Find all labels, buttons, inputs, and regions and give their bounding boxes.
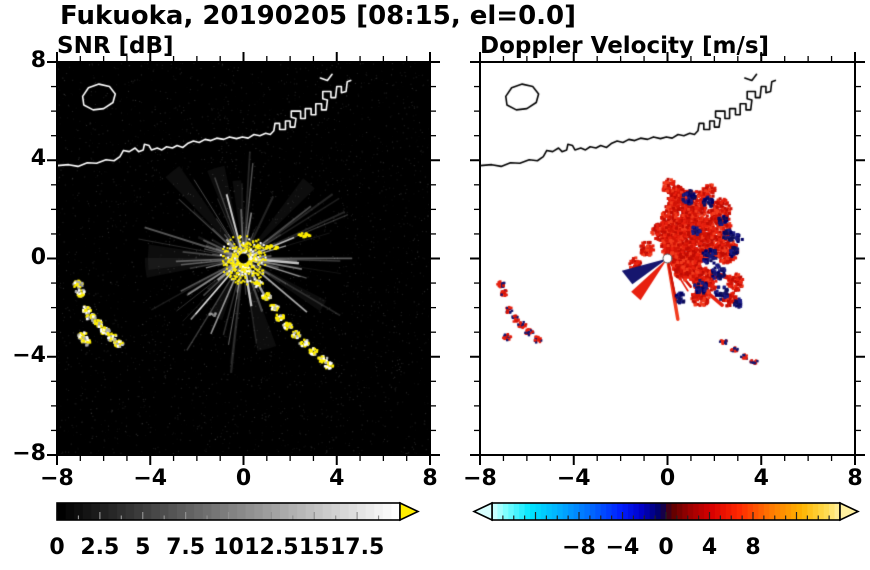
snr-colorbar-label: 12.5 (244, 535, 299, 560)
velocity-under-range-arrow (472, 501, 493, 522)
y-tick-label: −8 (12, 441, 46, 466)
velocity-colorbar-label: 0 (658, 535, 674, 560)
y-tick-label: 4 (30, 146, 46, 172)
x-tick-label-snr: 8 (422, 466, 438, 491)
snr-colorbar-label: 0 (49, 535, 65, 560)
snr-colorbar-label: 5 (135, 535, 151, 560)
velocity-colorbar-label: 8 (745, 535, 761, 560)
velocity-over-range-arrow (839, 501, 860, 522)
figure-title: Fukuoka, 20190205 [08:15, el=0.0] (60, 1, 577, 31)
panel-title-snr: SNR [dB] (57, 33, 174, 59)
x-tick-label-snr: 4 (329, 466, 345, 491)
y-tick-label: 8 (30, 48, 46, 73)
x-tick-label-snr: −8 (40, 466, 74, 491)
panel-title-velocity: Doppler Velocity [m/s] (480, 33, 770, 59)
snr-colorbar-label: 2.5 (80, 535, 120, 560)
snr-colorbar-label: 10 (213, 535, 244, 560)
x-tick-label-velocity: 4 (753, 466, 769, 491)
snr-colorbar-label: 7.5 (166, 535, 206, 560)
x-tick-label-snr: 0 (235, 466, 252, 491)
x-tick-label-snr: −4 (133, 466, 168, 491)
x-tick-label-velocity: 0 (659, 466, 676, 491)
y-tick-label: 0 (30, 244, 46, 270)
velocity-colorbar-label: 4 (701, 535, 718, 560)
y-tick-label: −4 (12, 342, 46, 368)
velocity-colorbar-label: −8 (562, 535, 596, 560)
velocity-heatmap-canvas (480, 62, 855, 455)
snr-colorbar-label: 15 (298, 535, 330, 560)
x-tick-label-velocity: 8 (847, 466, 863, 491)
x-tick-label-velocity: −8 (463, 466, 497, 491)
x-tick-label-velocity: −4 (556, 466, 591, 491)
snr-heatmap-canvas (57, 62, 430, 455)
velocity-colorbar-label: −4 (605, 535, 640, 560)
snr-colorbar-label: 17.5 (329, 535, 385, 560)
snr-over-range-arrow (399, 501, 420, 522)
